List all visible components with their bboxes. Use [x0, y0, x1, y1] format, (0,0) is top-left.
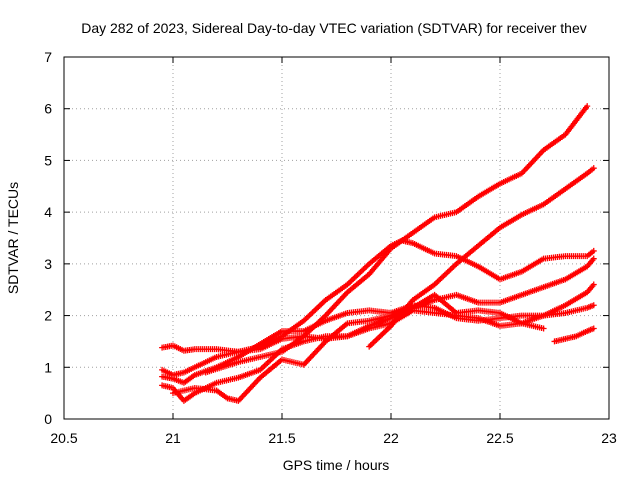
- y-axis-label: SDTVAR / TECUs: [5, 182, 21, 294]
- data-series: [551, 325, 597, 345]
- y-tick-label: 7: [44, 49, 52, 65]
- y-tick-label: 6: [44, 101, 52, 117]
- x-tick-label: 21: [165, 430, 181, 446]
- data-series: [366, 165, 597, 350]
- data-point: [540, 325, 547, 332]
- x-tick-label: 20.5: [50, 430, 77, 446]
- data-point: [590, 165, 597, 172]
- data-point: [590, 247, 597, 254]
- y-tick-label: 0: [44, 411, 52, 427]
- grid: [64, 57, 609, 419]
- data-series: [159, 237, 597, 379]
- data-point: [584, 103, 591, 110]
- plot-frame: [63, 56, 610, 420]
- data-point: [590, 325, 597, 332]
- y-tick-label: 5: [44, 152, 52, 168]
- y-tick-label: 2: [44, 308, 52, 324]
- y-tick-label: 3: [44, 256, 52, 272]
- chart-title: Day 282 of 2023, Sidereal Day-to-day VTE…: [81, 20, 587, 36]
- axis-ticks: [63, 56, 610, 420]
- y-tick-label: 1: [44, 359, 52, 375]
- data-point: [590, 281, 597, 288]
- x-axis-label: GPS time / hours: [283, 457, 390, 473]
- x-tick-label: 22.5: [486, 430, 513, 446]
- x-tick-label: 21.5: [268, 430, 295, 446]
- data-point: [590, 302, 597, 309]
- data-points: [159, 103, 597, 404]
- x-tick-label: 22: [383, 430, 399, 446]
- data-point: [590, 255, 597, 262]
- data-series: [159, 281, 597, 404]
- data-series: [202, 103, 591, 376]
- y-tick-label: 4: [44, 204, 52, 220]
- x-tick-label: 23: [601, 430, 617, 446]
- data-series: [159, 302, 597, 386]
